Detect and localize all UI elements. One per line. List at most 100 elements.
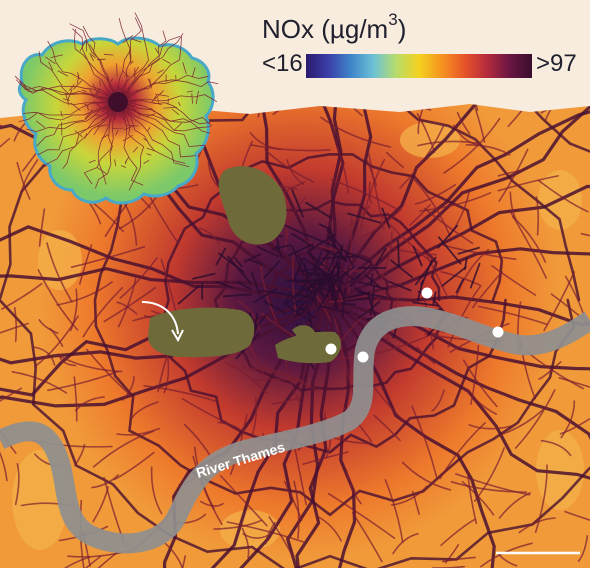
road — [192, 272, 216, 280]
inset-road — [124, 75, 130, 77]
road — [370, 272, 374, 286]
inset-road — [19, 80, 119, 106]
inset-road — [177, 101, 181, 107]
road — [282, 302, 311, 322]
road — [414, 184, 456, 205]
road — [344, 251, 354, 266]
road — [369, 285, 375, 316]
road — [47, 370, 119, 392]
road — [38, 319, 59, 334]
inset-road — [117, 17, 132, 103]
road — [499, 409, 544, 436]
road — [271, 244, 292, 251]
inset-road — [117, 36, 182, 103]
road — [293, 480, 300, 539]
inset-road — [47, 40, 119, 103]
road — [471, 271, 503, 309]
river-thames — [0, 306, 590, 554]
road — [327, 275, 345, 285]
inset-road — [110, 78, 114, 83]
road — [359, 208, 403, 239]
inset-road — [97, 124, 109, 128]
road — [226, 521, 304, 543]
road — [0, 397, 17, 454]
road — [465, 144, 511, 156]
road — [439, 243, 517, 260]
road — [564, 510, 590, 524]
inset-road — [25, 101, 119, 133]
road — [308, 104, 364, 302]
road — [302, 104, 373, 302]
road — [304, 277, 316, 298]
road — [327, 492, 396, 539]
inset-road — [117, 101, 196, 158]
inset-road — [143, 138, 148, 142]
site-marker[interactable] — [421, 287, 433, 299]
road — [375, 247, 387, 266]
inset-road — [101, 108, 109, 113]
road — [224, 361, 268, 395]
inset-road — [117, 101, 213, 127]
road — [337, 244, 344, 279]
inset-road — [106, 108, 111, 116]
inset-road — [90, 93, 98, 96]
road — [441, 266, 467, 287]
road — [92, 430, 155, 468]
legend-colorbar — [306, 54, 532, 78]
road — [293, 279, 320, 298]
road — [416, 346, 436, 365]
road — [509, 191, 517, 221]
site-marker[interactable] — [357, 351, 369, 363]
inset-road — [129, 90, 131, 96]
road — [113, 451, 155, 481]
inset-road — [191, 67, 196, 78]
road — [0, 298, 332, 411]
road — [469, 262, 481, 289]
road — [263, 300, 287, 314]
inset-road — [127, 86, 130, 96]
inset-road — [48, 61, 54, 71]
road — [75, 396, 105, 412]
road — [456, 248, 490, 297]
road — [352, 512, 383, 563]
road — [320, 116, 392, 148]
road — [91, 474, 119, 489]
road — [252, 288, 278, 304]
road — [236, 280, 252, 291]
road — [390, 485, 428, 506]
road — [291, 189, 304, 218]
inset-road — [117, 12, 149, 103]
inset-road — [57, 70, 69, 77]
site-marker[interactable] — [492, 326, 504, 338]
inset-map — [14, 12, 219, 205]
inset-road — [155, 93, 169, 97]
road — [341, 302, 356, 306]
road — [378, 231, 393, 286]
road — [0, 104, 590, 568]
road — [328, 298, 590, 518]
park-green — [292, 325, 316, 340]
inset-road — [130, 38, 142, 43]
site-marker[interactable] — [325, 343, 337, 355]
road — [13, 306, 18, 343]
road — [432, 291, 437, 305]
inset-road — [88, 159, 96, 164]
road — [315, 277, 330, 281]
road — [131, 401, 159, 419]
inset-road — [143, 159, 150, 164]
road — [325, 261, 339, 280]
road — [117, 275, 137, 328]
road — [455, 473, 531, 496]
road — [316, 515, 342, 542]
road — [161, 152, 507, 454]
road — [297, 267, 317, 273]
inset-road — [98, 88, 100, 95]
road — [514, 389, 556, 449]
road — [320, 255, 356, 260]
inset-road — [162, 58, 171, 64]
road — [411, 490, 420, 515]
inset-road — [150, 107, 155, 113]
inset-road — [157, 69, 165, 74]
legend-title: NOx (µg/m3) — [262, 10, 406, 45]
inset-road — [129, 60, 134, 65]
